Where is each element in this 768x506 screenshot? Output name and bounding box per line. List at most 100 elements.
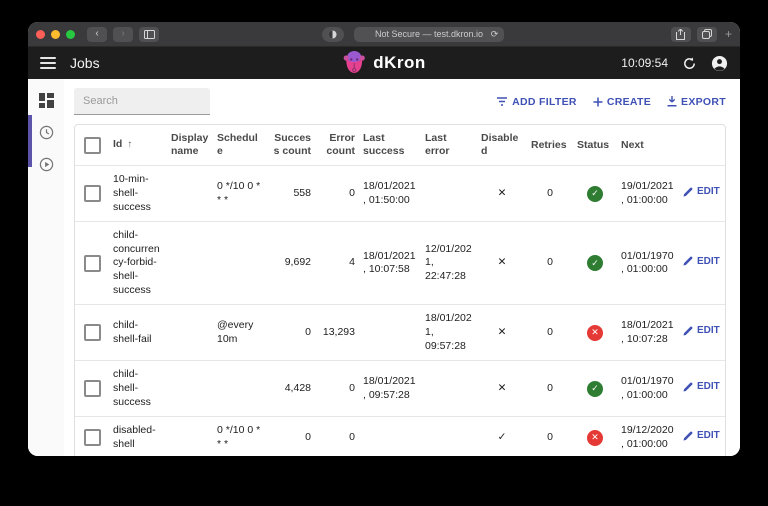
share-icon[interactable] (670, 26, 691, 42)
job-disabled: ✕ (497, 186, 507, 199)
job-last-success: 18/01/2021, 10:07:58 (363, 249, 416, 276)
job-last-error (421, 431, 477, 445)
select-all-checkbox[interactable] (83, 136, 101, 154)
header-disabled[interactable]: Disabled (481, 132, 519, 158)
minimize-window-button[interactable] (51, 29, 60, 39)
job-display-name (167, 256, 213, 270)
job-next: 18/01/2021, 10:07:28 (621, 319, 674, 345)
job-last-error: 18/01/2021, 09:57:28 (425, 312, 472, 352)
job-retries: 0 (547, 431, 553, 444)
back-button[interactable]: ‹ (87, 26, 107, 42)
status-icon: ✕ (587, 429, 603, 446)
status-icon: ✓ (587, 255, 603, 272)
job-id[interactable]: child-concurrency-forbid-shell-success (113, 229, 160, 296)
table-row: child-shell-success 4,428 0 18/01/2021, … (75, 361, 725, 418)
job-retries: 0 (547, 256, 553, 269)
edit-button[interactable]: EDIT (683, 381, 720, 392)
pencil-icon (683, 326, 693, 336)
address-bar-text: Not Secure — test.dkron.io (374, 29, 484, 39)
zoom-window-button[interactable] (66, 29, 75, 39)
header-id[interactable]: Id ↑ (113, 138, 133, 151)
edit-button[interactable]: EDIT (683, 430, 720, 441)
table-row: child-concurrency-forbid-shell-success 9… (75, 222, 725, 306)
header-last-error[interactable]: Last error (425, 132, 450, 158)
header-schedule[interactable]: Schedule (217, 132, 258, 158)
window-controls (36, 29, 75, 39)
export-button[interactable]: EXPORT (667, 96, 726, 108)
browser-titlebar: ‹ › Not Secure — test.dkron.io ⟳ + (28, 22, 740, 47)
play-circle-icon[interactable] (37, 155, 55, 173)
row-checkbox[interactable] (83, 324, 101, 342)
close-window-button[interactable] (36, 29, 45, 39)
job-error-count: 13,293 (322, 326, 355, 339)
job-success-count: 558 (293, 186, 311, 199)
status-icon: ✓ (587, 185, 603, 202)
edit-button[interactable]: EDIT (683, 256, 720, 267)
browser-window: ‹ › Not Secure — test.dkron.io ⟳ + Jobs (28, 22, 740, 456)
row-checkbox[interactable] (83, 380, 101, 398)
job-display-name (167, 326, 213, 340)
job-display-name (167, 187, 213, 201)
job-disabled: ✕ (497, 326, 507, 339)
edit-button[interactable]: EDIT (683, 186, 720, 197)
privacy-shield-icon[interactable] (321, 26, 344, 42)
sidebar (28, 79, 64, 456)
dashboard-icon[interactable] (37, 91, 55, 109)
page-title: Jobs (70, 55, 100, 71)
job-success-count: 0 (305, 431, 311, 444)
edit-button[interactable]: EDIT (683, 325, 720, 336)
status-icon: ✓ (587, 380, 603, 397)
sort-arrow-icon: ↑ (127, 139, 133, 151)
new-tab-icon[interactable]: + (724, 27, 732, 41)
create-button[interactable]: CREATE (593, 96, 651, 108)
table-row: disabled-shell 0 */10 0 * * * 0 0 ✓ 0 ✕ … (75, 417, 725, 456)
app-header: Jobs dKron 10:09:54 (28, 47, 740, 79)
job-last-success: 18/01/2021, 09:57:28 (363, 375, 416, 401)
history-icon[interactable] (37, 123, 55, 141)
job-last-success (359, 431, 421, 445)
job-schedule: 0 */10 0 * * * (217, 180, 261, 206)
row-checkbox[interactable] (83, 185, 101, 203)
address-bar[interactable]: Not Secure — test.dkron.io ⟳ (353, 26, 505, 42)
job-next: 19/01/2021, 01:00:00 (621, 180, 674, 206)
job-display-name (167, 431, 213, 445)
job-schedule: @every 10m (217, 319, 254, 345)
job-last-success: 18/01/2021, 01:50:00 (363, 180, 416, 206)
job-id[interactable]: child-shell-fail (113, 319, 152, 345)
add-filter-button[interactable]: ADD FILTER (496, 96, 577, 108)
search-input[interactable] (74, 88, 210, 115)
job-last-success (359, 326, 421, 340)
table-row: child-shell-fail @every 10m 0 13,293 18/… (75, 305, 725, 362)
header-last-success[interactable]: Last success (363, 132, 405, 158)
table-header-row: Id ↑ Display name Schedule Success count… (75, 125, 725, 167)
job-next: 19/12/2020, 01:00:00 (621, 424, 674, 450)
pencil-icon (683, 187, 693, 197)
job-retries: 0 (547, 381, 553, 394)
job-id[interactable]: child-shell-success (113, 368, 151, 408)
pencil-icon (683, 431, 693, 441)
download-icon (667, 96, 677, 107)
brand: dKron (342, 47, 426, 79)
job-id[interactable]: disabled-shell (113, 424, 156, 450)
header-success-count[interactable]: Success count (273, 132, 311, 158)
job-last-error (421, 187, 477, 201)
account-icon[interactable] (711, 55, 728, 72)
forward-button[interactable]: › (113, 26, 133, 42)
refresh-icon[interactable] (682, 56, 697, 71)
job-disabled: ✕ (497, 256, 507, 269)
reload-icon[interactable]: ⟳ (490, 28, 499, 39)
menu-icon[interactable] (40, 57, 56, 69)
header-error-count[interactable]: Error count (326, 132, 355, 158)
tab-overview-icon[interactable] (696, 26, 717, 42)
header-status[interactable]: Status (577, 138, 610, 151)
job-id[interactable]: 10-min-shell-success (113, 173, 151, 213)
header-retries[interactable]: Retries (531, 138, 567, 151)
row-checkbox[interactable] (83, 254, 101, 272)
header-next[interactable]: Next (621, 138, 644, 151)
brand-name: dKron (373, 53, 426, 72)
header-display-name[interactable]: Display name (171, 132, 209, 158)
sidebar-toggle-icon[interactable] (139, 26, 159, 42)
table-row: 10-min-shell-success 0 */10 0 * * * 558 … (75, 166, 725, 223)
row-checkbox[interactable] (83, 429, 101, 447)
plus-icon (593, 97, 603, 106)
